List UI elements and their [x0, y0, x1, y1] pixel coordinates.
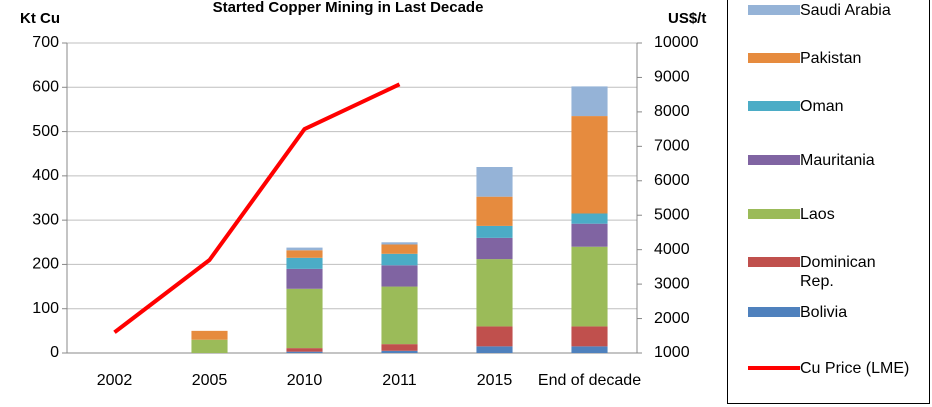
x-tick-label: 2002 — [97, 372, 133, 389]
legend-entry: Oman — [748, 97, 912, 116]
y2-tick-label: 7000 — [654, 138, 690, 155]
y2-tick-label: 3000 — [654, 275, 690, 292]
legend-entry: Cu Price (LME) — [748, 359, 912, 378]
bar-segment — [476, 237, 513, 260]
y2-tick-label: 1000 — [654, 344, 690, 361]
bar-segment — [191, 339, 228, 353]
legend-swatch — [748, 209, 800, 219]
y-tick-label: 700 — [32, 34, 59, 51]
legend-label: Mauritania — [800, 152, 875, 169]
legend-swatch — [748, 307, 800, 317]
bar-segment — [381, 253, 418, 266]
legend-swatch — [748, 5, 800, 15]
price-line — [113, 82, 401, 334]
bar-segment — [571, 116, 608, 214]
x-tick-label: 2011 — [382, 372, 417, 389]
bar-segment — [571, 246, 608, 327]
bar-segment — [381, 244, 418, 254]
x-tick-label: 2010 — [287, 372, 323, 389]
legend-swatch — [748, 53, 800, 63]
chart-title: Started Copper Mining in Last Decade — [213, 0, 484, 16]
legend-label: Dominican Rep. — [800, 254, 876, 290]
legend: Saudi Arabia Pakistan Oman Mauritania Laos Do… — [727, 0, 930, 404]
y-tick-label: 100 — [32, 300, 59, 317]
legend-swatch — [748, 366, 800, 370]
legend-label: Oman — [800, 98, 844, 115]
bar-segment — [286, 288, 323, 349]
legend-swatch — [748, 101, 800, 111]
y2-tick-label: 10000 — [654, 34, 699, 51]
y-tick-label: 400 — [32, 167, 59, 184]
legend-entry: Mauritania — [748, 151, 912, 170]
legend-entry: Laos — [748, 205, 912, 224]
y2-tick-label: 8000 — [654, 103, 690, 120]
y-tick-label: 0 — [50, 344, 59, 361]
y2-tick-label: 9000 — [654, 69, 690, 86]
legend-label: Laos — [800, 206, 835, 223]
bar-segment — [191, 330, 228, 340]
y2-tick-label: 4000 — [654, 241, 690, 258]
bar-segment — [381, 344, 418, 351]
x-tick-label: End of decade — [538, 372, 641, 389]
chart: Started Copper Mining in Last Decade Kt … — [20, 0, 706, 389]
bar-segment — [286, 250, 323, 258]
bar-segment — [476, 196, 513, 226]
y-tick-label: 600 — [32, 79, 59, 96]
y-tick-label: 300 — [32, 211, 59, 228]
y-axis-label: Kt Cu — [20, 10, 60, 27]
bar-segment — [571, 86, 608, 117]
bar-segment — [286, 351, 323, 353]
bar-segment — [286, 247, 323, 251]
bar-segment — [286, 257, 323, 269]
legend-label: Cu Price (LME) — [800, 360, 910, 377]
legend-swatch — [748, 155, 800, 165]
y-tick-label: 200 — [32, 256, 59, 273]
legend-entry: Dominican Rep. — [748, 253, 912, 291]
bar-segment — [571, 213, 608, 224]
legend-label: Saudi Arabia — [800, 2, 891, 19]
bar-segment — [571, 223, 608, 247]
legend-entry: Saudi Arabia — [748, 1, 912, 20]
y-tick-label: 500 — [32, 123, 59, 140]
bar-segment — [381, 265, 418, 287]
y2-tick-label: 6000 — [654, 172, 690, 189]
bar-segment — [476, 259, 513, 327]
bar-segment — [381, 350, 418, 353]
bar-segment — [476, 346, 513, 353]
bar-segment — [286, 268, 323, 289]
y2-tick-label: 2000 — [654, 310, 690, 327]
bar-segment — [476, 167, 513, 197]
bar-segment — [381, 286, 418, 345]
y2-axis-label: US$/t — [668, 10, 706, 27]
legend-entry: Pakistan — [748, 49, 912, 68]
bar-segment — [571, 346, 608, 353]
bar-segment — [476, 225, 513, 238]
bar-segment — [286, 348, 323, 352]
legend-label: Bolivia — [800, 304, 848, 321]
bar-segment — [571, 326, 608, 347]
x-tick-label: 2005 — [192, 372, 228, 389]
bar-segment — [476, 326, 513, 347]
legend-label: Pakistan — [800, 50, 862, 67]
bar-segment — [381, 242, 418, 245]
y2-tick-label: 5000 — [654, 206, 690, 223]
x-tick-label: 2015 — [477, 372, 513, 389]
legend-entry: Bolivia — [748, 303, 912, 322]
legend-swatch — [748, 257, 800, 267]
